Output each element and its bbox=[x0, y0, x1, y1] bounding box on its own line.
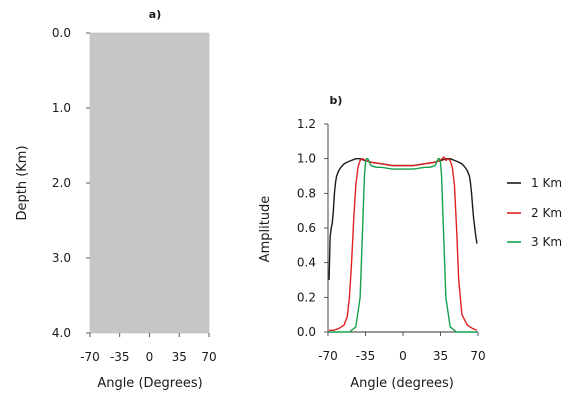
seismic-event-line bbox=[119, 255, 180, 259]
y-tick-label: 1.0 bbox=[297, 152, 316, 166]
series-line-3-km bbox=[329, 157, 477, 333]
legend-label: 3 Km bbox=[531, 235, 562, 249]
amplitude-axes bbox=[327, 124, 478, 333]
panel-a-label: a) bbox=[149, 8, 161, 21]
panel-a-y-axis-label: Depth (Km) bbox=[15, 145, 30, 220]
y-tick-label: 0.6 bbox=[297, 221, 316, 235]
x-tick-label: 0 bbox=[146, 350, 154, 364]
panel-a-x-axis-label: Angle (Degrees) bbox=[97, 376, 202, 391]
seismic-event-line bbox=[89, 103, 210, 108]
seismic-event-line bbox=[119, 248, 180, 253]
seismic-event bbox=[119, 248, 180, 259]
y-tick-label: 0.0 bbox=[52, 26, 71, 40]
x-tick-label: 70 bbox=[201, 350, 216, 364]
panel-b-label: b) bbox=[330, 94, 343, 107]
panel-b-x-axis-label: Angle (degrees) bbox=[350, 376, 454, 391]
y-tick-label: 4.0 bbox=[52, 326, 71, 340]
panel-b-x-ticks: -70 -35 0 35 70 bbox=[318, 332, 486, 363]
seismic-event-line bbox=[111, 173, 188, 177]
y-tick-label: 3.0 bbox=[52, 251, 71, 265]
seismic-event-line bbox=[119, 251, 180, 255]
legend: 1 Km 2 Km 3 Km bbox=[507, 176, 562, 249]
seismic-event-line bbox=[89, 101, 210, 106]
amplitude-panel: b) 0.0 0.2 0.4 0.6 0.8 1.0 1.2 -70 -35 0 35 70 Ang… bbox=[258, 94, 562, 391]
x-tick-label: -35 bbox=[110, 350, 130, 364]
seismic-event-line bbox=[111, 177, 188, 181]
legend-label: 2 Km bbox=[531, 206, 562, 220]
y-tick-label: 2.0 bbox=[52, 176, 71, 190]
y-tick-label: 1.0 bbox=[52, 101, 71, 115]
y-tick-label: 1.2 bbox=[297, 117, 316, 131]
x-tick-label: 70 bbox=[470, 349, 485, 363]
legend-label: 1 Km bbox=[531, 176, 562, 190]
seismic-event-line bbox=[111, 179, 188, 184]
x-tick-label: -35 bbox=[356, 349, 376, 363]
seismic-event bbox=[111, 173, 188, 184]
y-tick-label: 0.8 bbox=[297, 186, 316, 200]
panel-b-y-ticks: 0.0 0.2 0.4 0.6 0.8 1.0 1.2 bbox=[297, 117, 328, 339]
panel-b-y-axis-label: Amplitude bbox=[258, 196, 273, 263]
seismic-event-line bbox=[111, 175, 188, 179]
seismic-panel: a) 0.0 1.0 2.0 3.0 4.0 -70 -35 0 35 70 Angle (De… bbox=[15, 8, 217, 391]
y-tick-label: 0.4 bbox=[297, 256, 316, 270]
x-tick-label: 35 bbox=[433, 349, 448, 363]
x-tick-label: -70 bbox=[80, 350, 100, 364]
panel-a-y-ticks: 0.0 1.0 2.0 3.0 4.0 bbox=[52, 26, 90, 340]
x-tick-label: 0 bbox=[399, 349, 407, 363]
seismic-event-line bbox=[89, 99, 210, 104]
x-tick-label: 35 bbox=[172, 350, 187, 364]
panel-a-x-ticks: -70 -35 0 35 70 bbox=[80, 333, 217, 364]
x-tick-label: -70 bbox=[318, 349, 338, 363]
seismic-event bbox=[89, 99, 210, 110]
y-tick-label: 0.2 bbox=[297, 290, 316, 304]
series-line-2-km bbox=[329, 156, 478, 331]
seismic-event-line bbox=[119, 253, 180, 257]
amplitude-series bbox=[328, 156, 478, 333]
seismic-event-line bbox=[89, 106, 210, 110]
seismic-events bbox=[89, 99, 210, 259]
y-tick-label: 0.0 bbox=[297, 325, 316, 339]
